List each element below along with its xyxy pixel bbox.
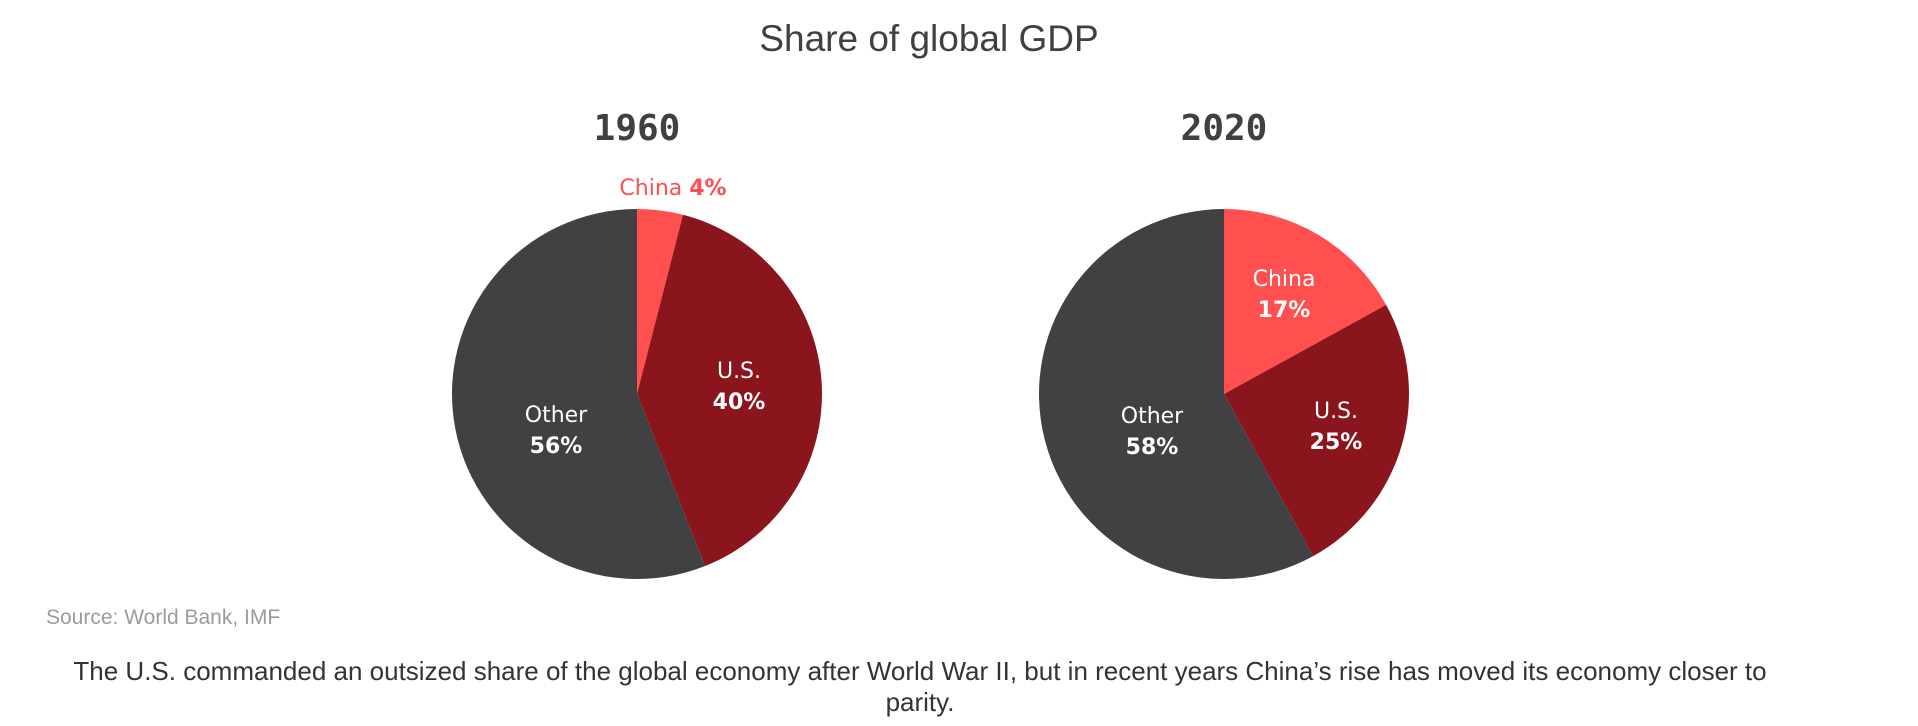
pie-2020-slice-us [1224, 304, 1409, 557]
pie-1960-label-china: China 4% [619, 176, 726, 201]
pie-2020-slice-other [1039, 209, 1314, 580]
pie-2020-year-label: 2020 [1180, 108, 1268, 149]
pie-1960-slice-us [637, 214, 822, 567]
pie-2020 [1039, 209, 1409, 580]
pie-1960-slice-china [637, 209, 684, 394]
other-name: Other [1120, 404, 1184, 429]
pie-1960-year-label: 1960 [593, 108, 681, 149]
pie-2020-label-other: Other 58% [1121, 401, 1183, 463]
chart-caption: The U.S. commanded an outsized share of … [73, 656, 1767, 717]
chart-title: Share of global GDP [759, 18, 1099, 59]
pie-1960-slice-other [452, 209, 706, 579]
source-note: Source: World Bank, IMF [46, 606, 281, 629]
us-name: U.S. [1313, 399, 1359, 424]
china-pct: 17% [1257, 298, 1311, 323]
other-pct: 58% [1125, 435, 1179, 460]
china-name: China [1252, 267, 1316, 292]
other-name: Other [524, 403, 588, 428]
pie-1960-label-us: U.S. 40% [713, 356, 766, 418]
pie-2020-slice-china [1224, 209, 1387, 394]
pie-2020-label-us: U.S. 25% [1310, 396, 1363, 458]
us-name: U.S. [716, 359, 762, 384]
china-pct: 4% [689, 176, 727, 201]
pie-2020-label-china: China 17% [1253, 264, 1316, 326]
pie-1960-label-other: Other 56% [525, 400, 587, 462]
other-pct: 56% [529, 434, 583, 459]
pie-1960 [452, 209, 822, 579]
us-pct: 40% [712, 390, 766, 415]
china-name: China [619, 176, 683, 201]
us-pct: 25% [1309, 430, 1363, 455]
